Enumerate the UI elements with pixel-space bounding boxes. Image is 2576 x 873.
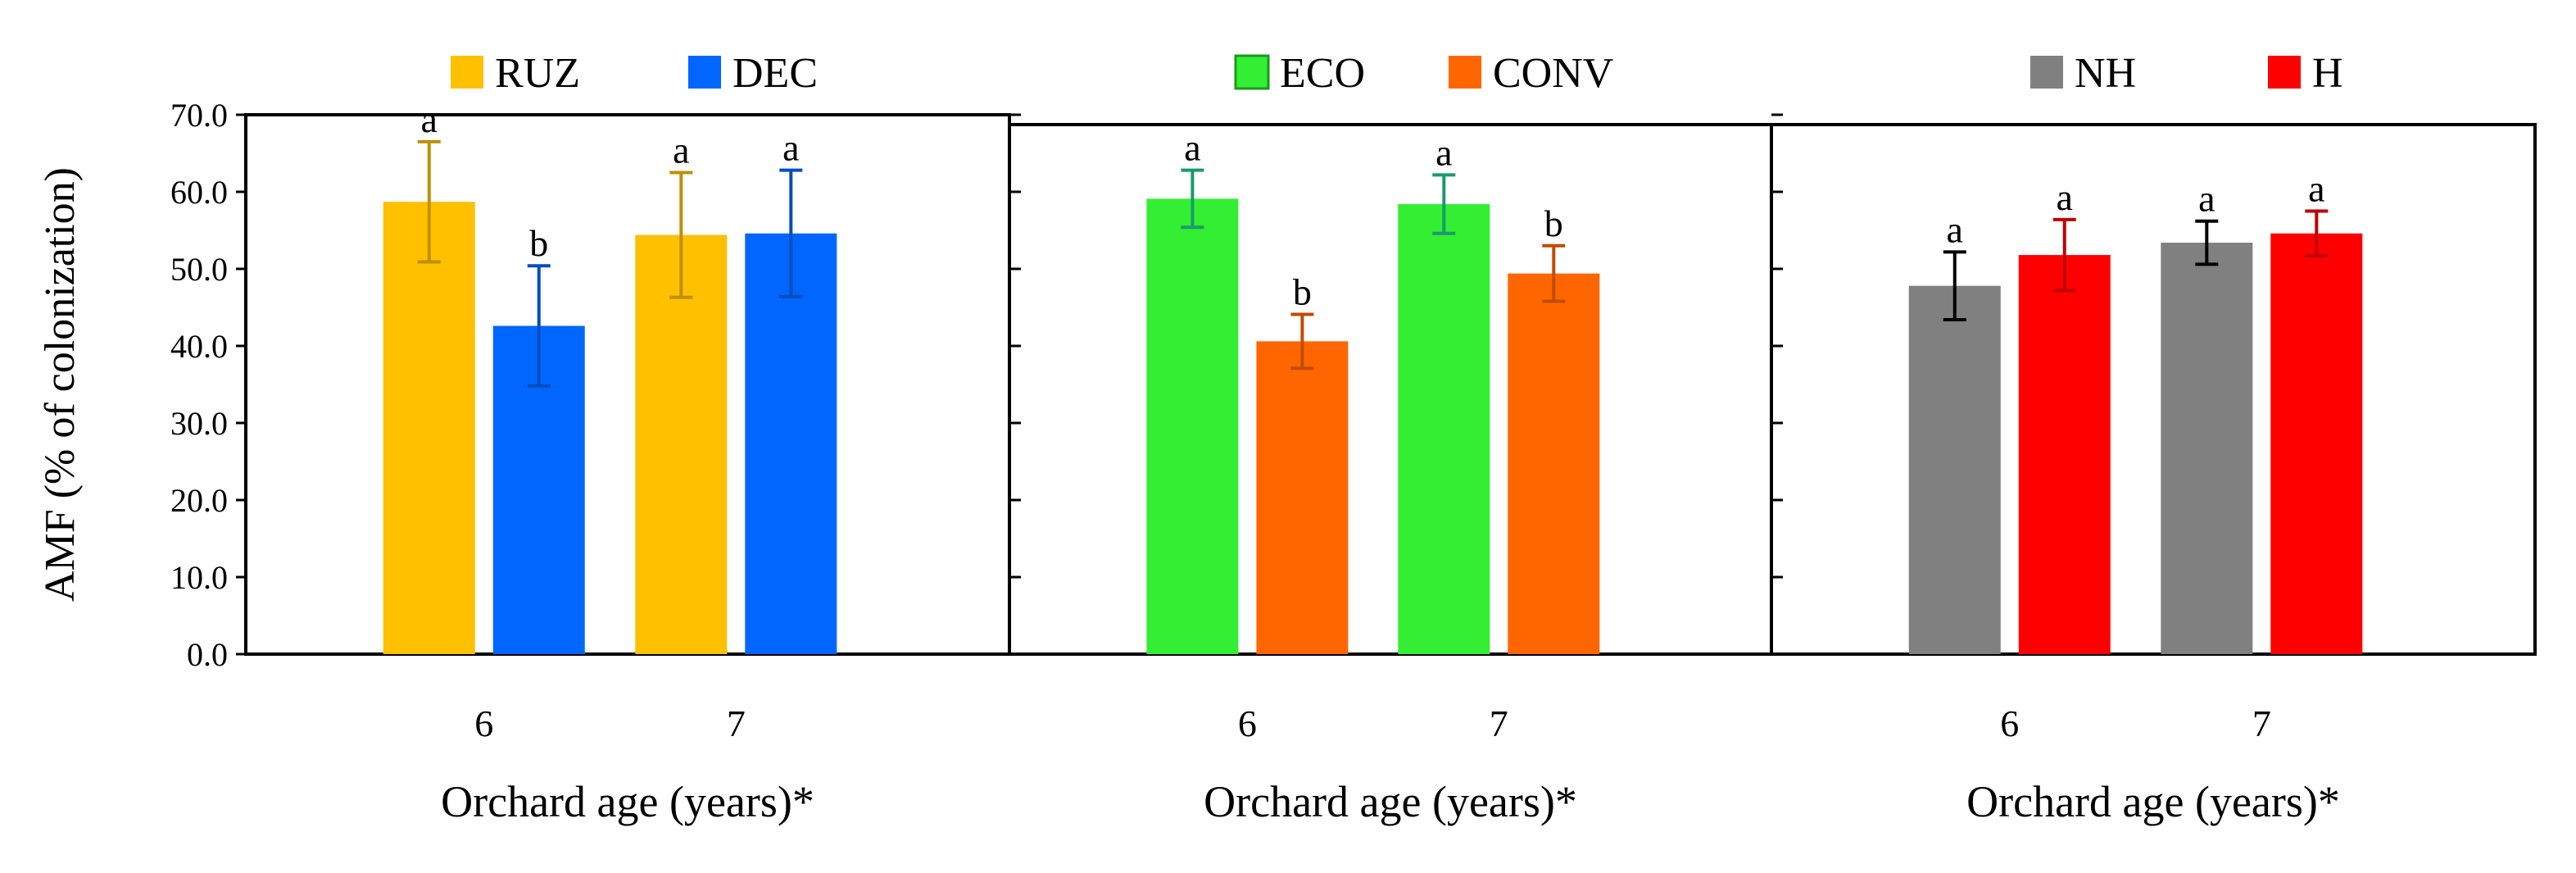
x-tick-label: 6: [474, 702, 493, 744]
x-tick-label: 7: [727, 702, 746, 744]
legend-label-ruz: RUZ: [495, 50, 580, 97]
x-tick-label: 7: [2252, 702, 2271, 744]
legend-label-conv: CONV: [1493, 50, 1613, 97]
bar-conv-7: [1508, 273, 1600, 654]
significance-label: a: [2057, 176, 2073, 218]
x-tick-label: 7: [1490, 702, 1508, 744]
bar-conv-6: [1256, 341, 1349, 654]
y-tick-label: 60.0: [170, 174, 228, 211]
significance-label: a: [673, 130, 689, 171]
significance-label: b: [1544, 202, 1563, 244]
significance-label: a: [2308, 168, 2324, 210]
significance-label: a: [2198, 178, 2215, 220]
plot-frame-1: [244, 113, 1011, 656]
bar-eco-7: [1398, 204, 1490, 655]
bar-h-7: [2270, 233, 2363, 654]
significance-label: a: [1947, 208, 1963, 250]
x-axis-label: Orchard age (years)*: [1204, 777, 1577, 826]
y-tick-label: 20.0: [170, 482, 228, 519]
significance-label: a: [782, 127, 799, 169]
y-tick-label: 0.0: [187, 636, 228, 673]
x-tick-label: 6: [2000, 702, 2019, 744]
significance-label: a: [421, 98, 438, 140]
bar-ruz-7: [635, 234, 728, 654]
significance-label: b: [529, 222, 548, 264]
y-tick-label: 50.0: [170, 251, 228, 288]
significance-label: a: [1435, 131, 1452, 173]
legend-swatch-eco: [1234, 54, 1270, 90]
legend-label-eco: ECO: [1280, 50, 1365, 97]
plot-frame-2: [1008, 123, 1773, 656]
y-tick-label: 70.0: [170, 97, 228, 134]
x-axis-label: Orchard age (years)*: [441, 777, 814, 826]
legend-swatch-h: [2268, 56, 2301, 89]
plot-frame-3: [1770, 123, 2537, 656]
significance-label: b: [1293, 271, 1312, 312]
legend-label-h: H: [2312, 50, 2343, 97]
bar-h-6: [2018, 255, 2111, 654]
legend-swatch-conv: [1449, 56, 1481, 89]
bar-dec-7: [745, 233, 837, 654]
x-tick-label: 6: [1238, 702, 1257, 744]
legend-swatch-ruz: [451, 56, 483, 89]
y-tick-label: 30.0: [170, 405, 228, 442]
bar-nh-6: [1908, 285, 2001, 654]
legend-label-nh: NH: [2075, 50, 2136, 97]
bar-eco-6: [1146, 198, 1239, 654]
bar-ruz-6: [383, 202, 475, 655]
bar-nh-7: [2161, 243, 2253, 654]
y-axis-label: AMF (% of colonization): [37, 167, 84, 602]
legend-swatch-nh: [2030, 56, 2063, 89]
y-tick-label: 40.0: [170, 328, 228, 365]
legend-swatch-dec: [688, 56, 721, 89]
legend-label-dec: DEC: [732, 50, 818, 97]
y-tick-label: 10.0: [170, 559, 228, 596]
x-axis-label: Orchard age (years)*: [1966, 777, 2340, 826]
significance-label: a: [1184, 127, 1200, 169]
